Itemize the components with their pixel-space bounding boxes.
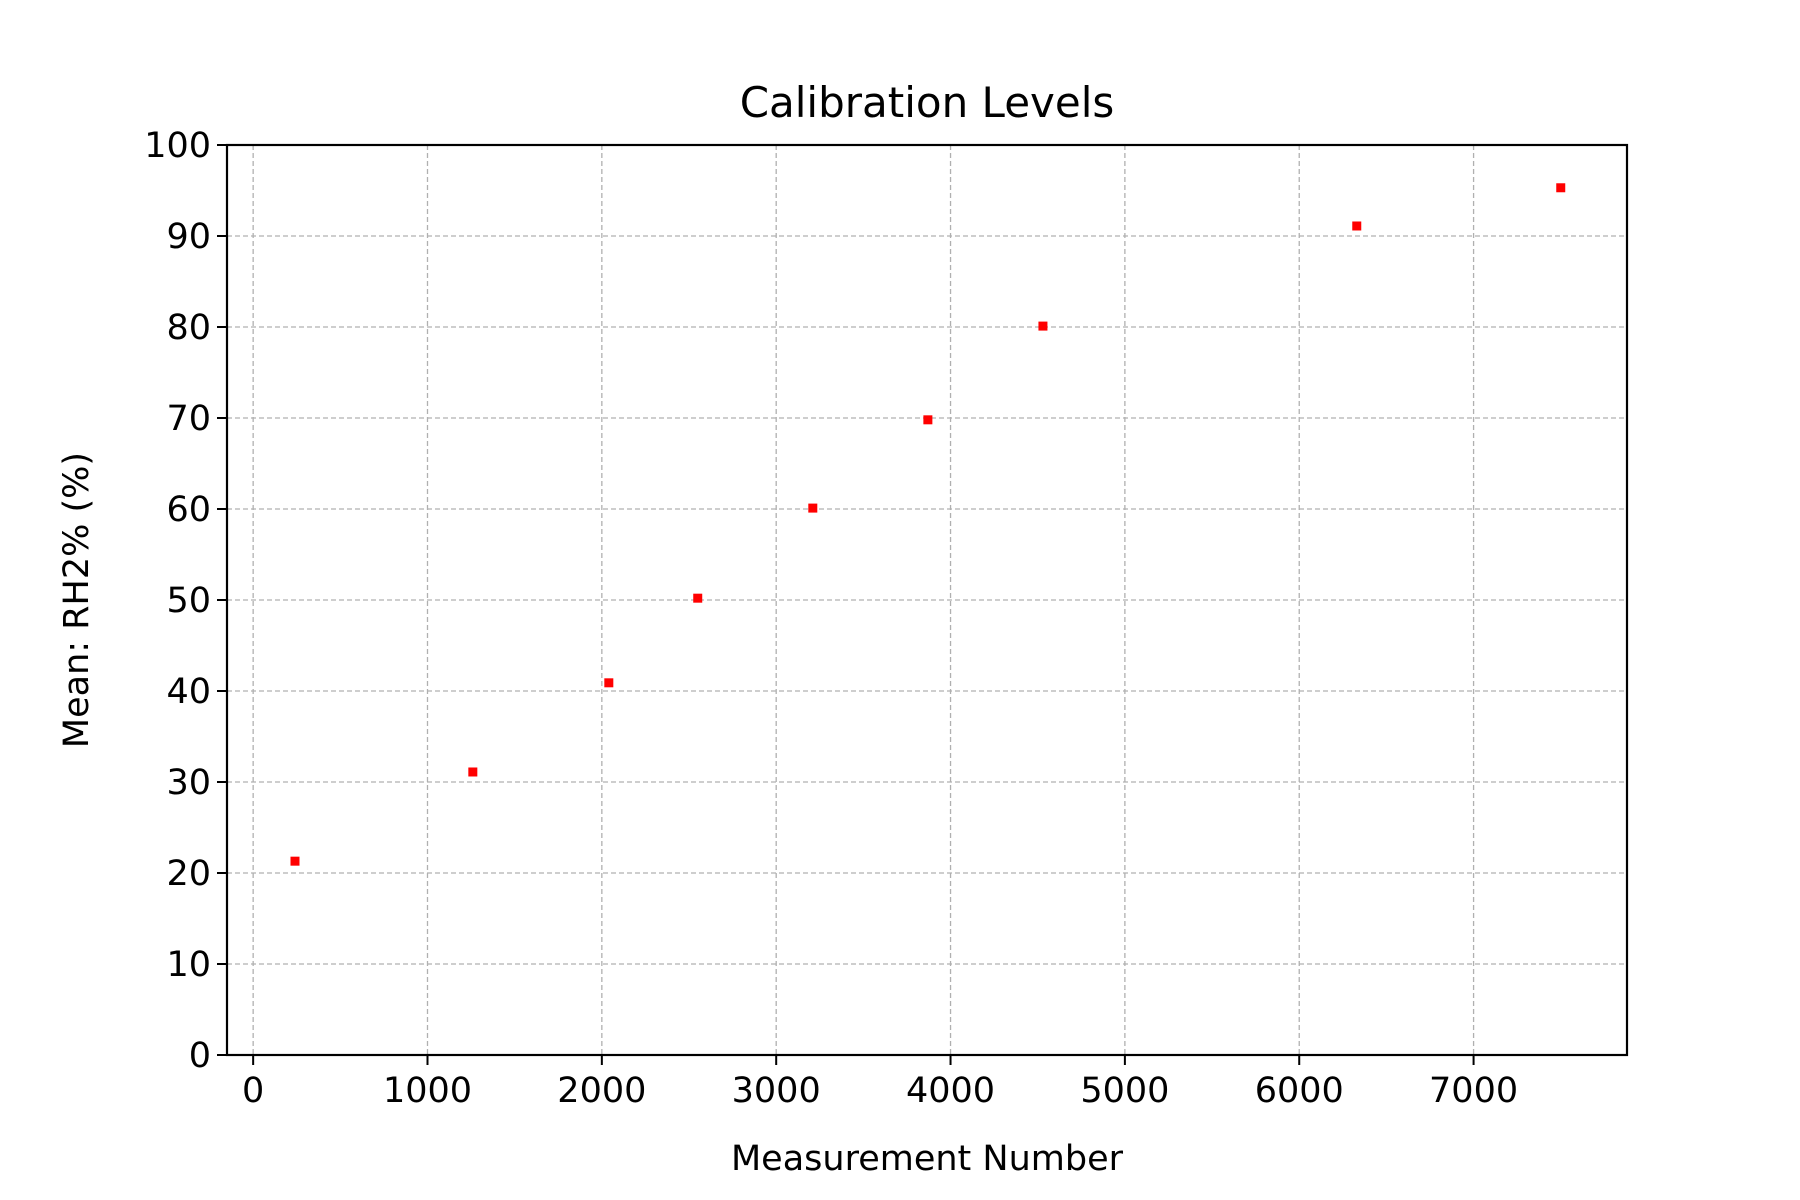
x-tick-label: 3000 [732,1071,821,1111]
chart-title: Calibration Levels [740,78,1115,127]
data-point [468,767,478,777]
data-point [923,415,933,425]
x-tick-label: 1000 [383,1071,472,1111]
x-tick-label: 0 [242,1071,264,1111]
y-tick-label: 60 [166,490,211,530]
y-tick-label: 20 [166,854,211,894]
x-tick-label: 6000 [1255,1071,1344,1111]
y-tick-label: 90 [166,217,211,257]
x-tick-label: 4000 [906,1071,995,1111]
x-tick-label: 7000 [1429,1071,1518,1111]
y-tick-label: 30 [166,763,211,803]
y-tick-label: 10 [166,945,211,985]
x-axis-label: Measurement Number [731,1139,1124,1179]
y-tick-label: 80 [166,308,211,348]
data-point [290,856,300,866]
data-point [1352,221,1362,231]
y-tick-label: 50 [166,581,211,621]
x-tick-label: 5000 [1080,1071,1169,1111]
x-axis-ticks: 0 1000 2000 3000 4000 5000 6000 7000 [242,1055,1518,1111]
data-point [693,593,703,603]
y-tick-label: 0 [189,1036,211,1076]
data-point [808,503,818,513]
y-axis-ticks: 0 10 20 30 40 50 60 70 80 90 100 [144,126,227,1076]
data-point [1556,183,1566,193]
y-tick-label: 70 [166,399,211,439]
data-point [604,678,614,688]
y-axis-label: Mean: RH2% (%) [57,452,97,748]
x-tick-label: 2000 [557,1071,646,1111]
y-tick-label: 40 [166,672,211,712]
y-tick-label: 100 [144,126,211,166]
data-point [1038,321,1048,331]
data-points [290,183,1566,866]
